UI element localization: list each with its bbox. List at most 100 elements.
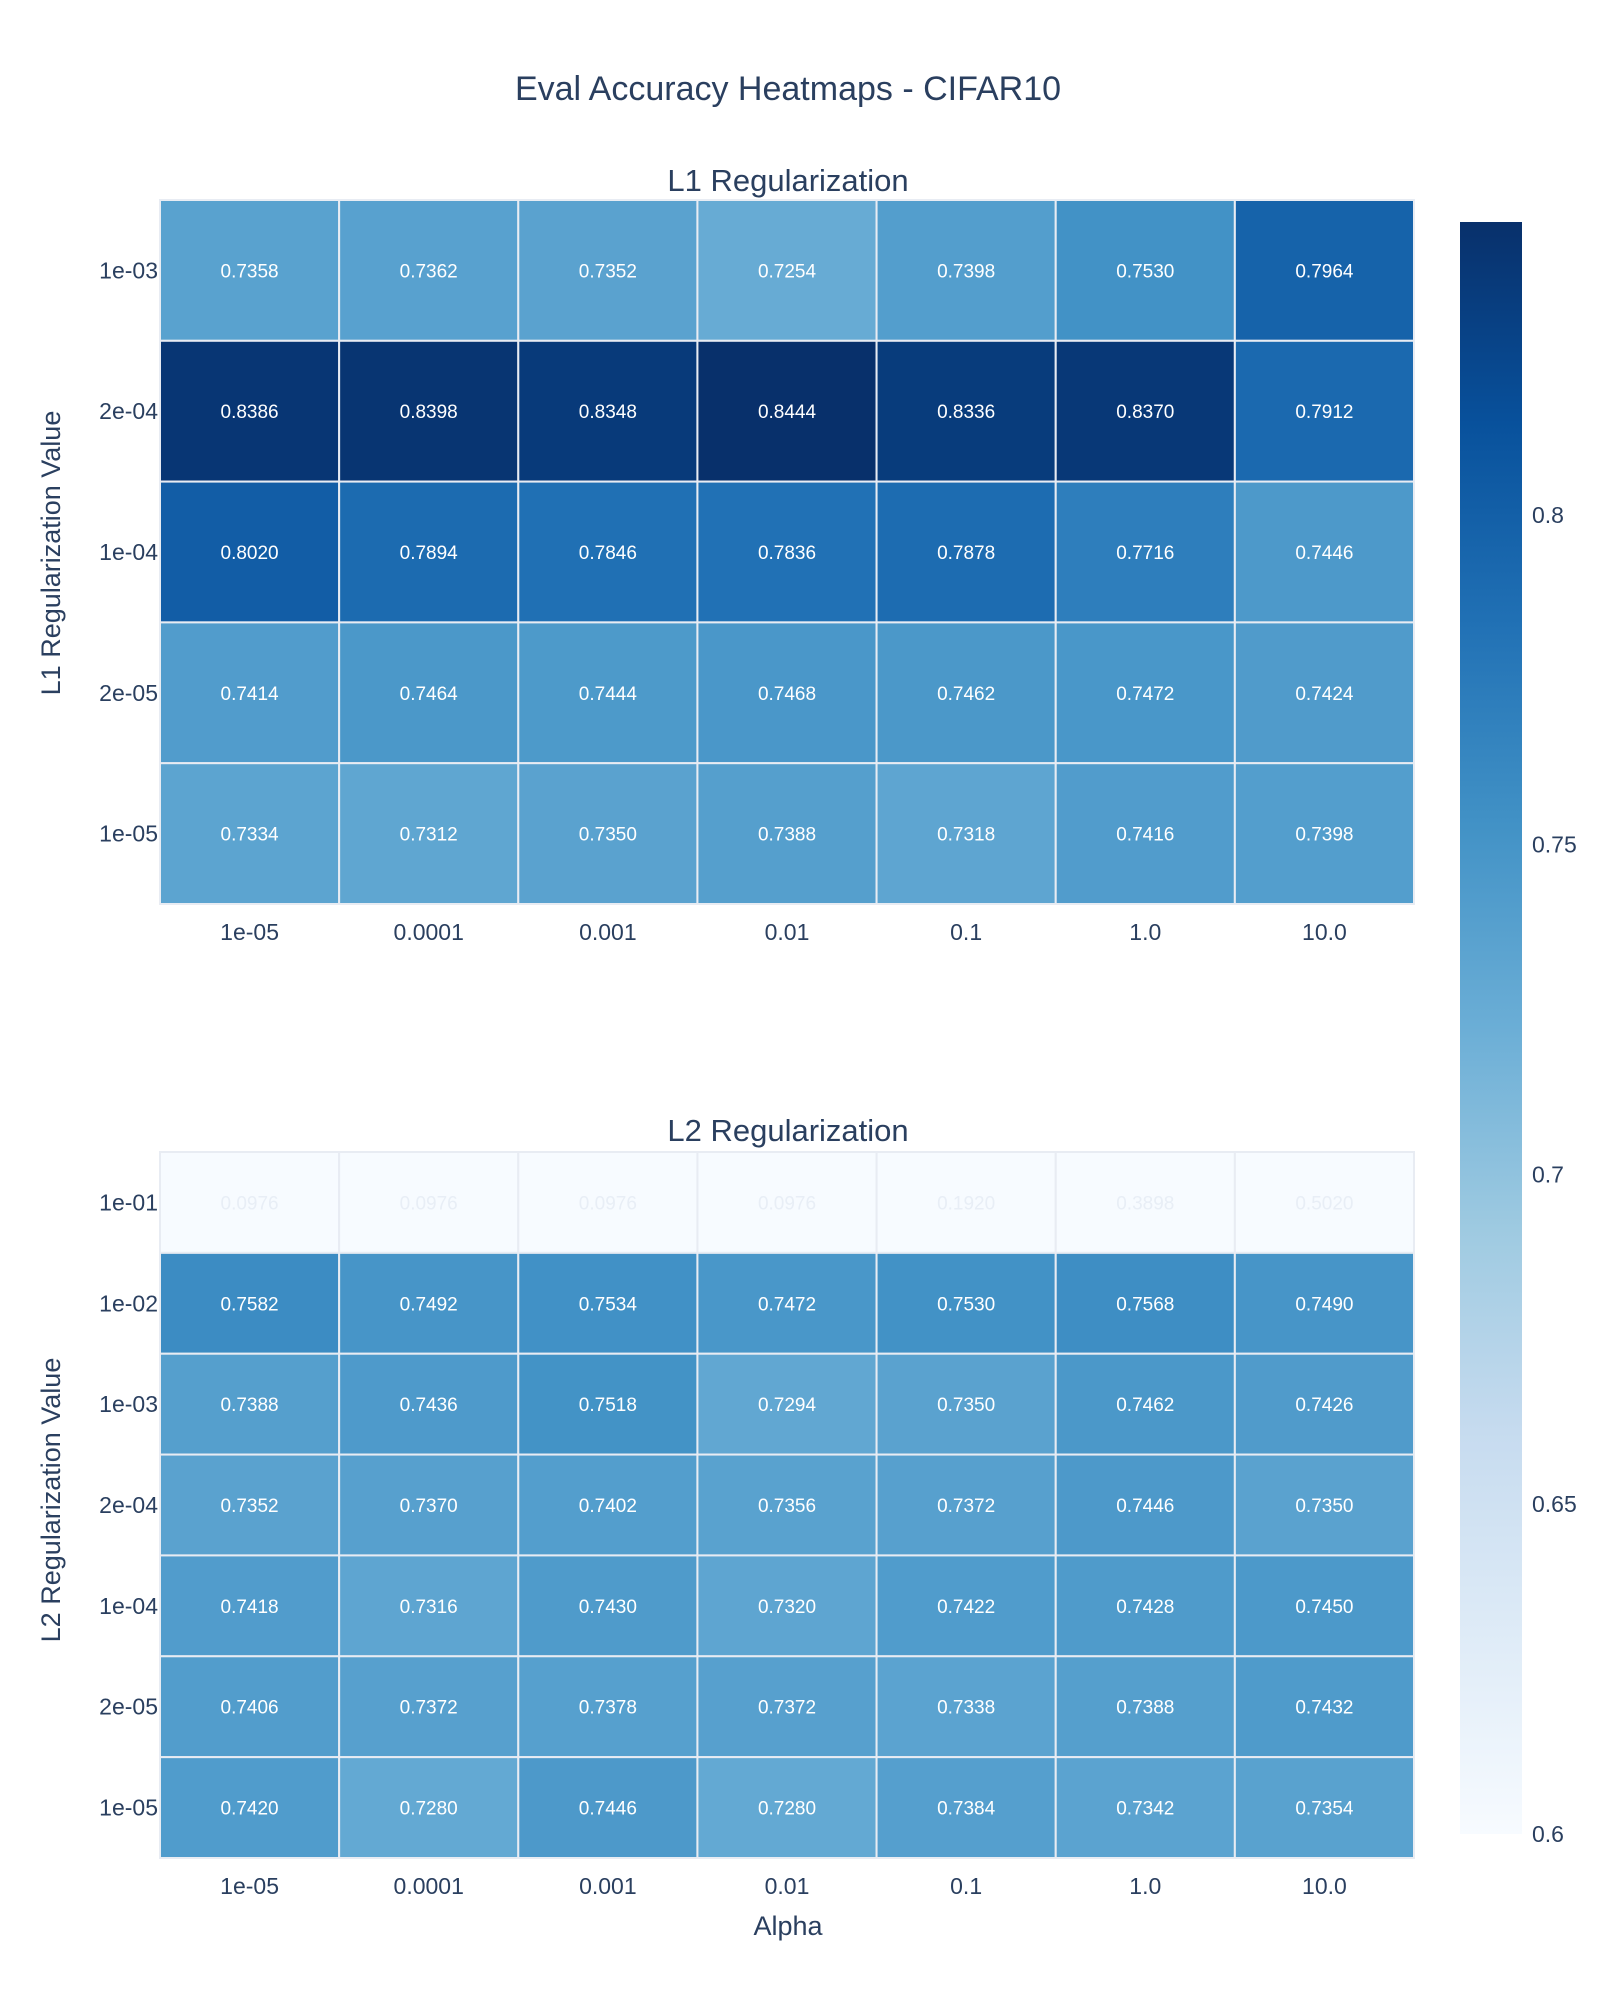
- p2-cell-label-r6-c4: 0.7384: [937, 1799, 996, 1820]
- p2-y-tick-5: 2e-05: [99, 1694, 158, 1720]
- p1-cell-r0-c1: [338, 199, 520, 342]
- p1-cell-r1-c1: [338, 339, 520, 483]
- p1-cell-r4-c6: [1233, 762, 1416, 906]
- p1-x-tick-6: 10.0: [1302, 919, 1347, 945]
- panel-2-y-axis-label: L2 Regularization Value: [36, 1358, 66, 1643]
- p2-cell-r3-c1: [338, 1453, 520, 1557]
- p2-cell-label-r3-c0: 0.7352: [221, 1496, 279, 1517]
- p1-cell-label-r4-c2: 0.7350: [579, 825, 637, 846]
- p2-cell-label-r0-c2: 0.0976: [579, 1193, 637, 1214]
- p1-cell-label-r3-c0: 0.7414: [221, 684, 280, 705]
- p2-cell-r0-c2: [517, 1151, 699, 1254]
- panel-1-y-axis-label: L1 Regularization Value: [36, 411, 66, 696]
- p2-cell-label-r6-c6: 0.7354: [1295, 1799, 1354, 1820]
- p2-cell-label-r5-c0: 0.7406: [221, 1698, 279, 1719]
- p1-cell-label-r1-c4: 0.8336: [937, 402, 995, 423]
- p2-y-tick-1: 1e-02: [99, 1290, 158, 1316]
- colorbar-ticks: 0.6 0.65 0.7 0.75 0.8: [1532, 502, 1577, 1847]
- p1-cell-label-r4-c0: 0.7334: [221, 825, 280, 846]
- p2-cell-r2-c5: [1054, 1352, 1236, 1456]
- p2-y-tick-6: 1e-05: [99, 1795, 158, 1821]
- p2-y-tick-2: 1e-03: [99, 1391, 158, 1417]
- p1-cell-label-r3-c6: 0.7424: [1295, 684, 1354, 705]
- p1-cell-label-r0-c4: 0.7398: [937, 261, 995, 282]
- p1-cell-r1-c0: [159, 339, 341, 483]
- p2-cell-r6-c4: [875, 1756, 1057, 1859]
- p1-x-tick-0: 1e-05: [220, 919, 279, 945]
- p2-cell-r1-c3: [696, 1251, 878, 1355]
- p2-cell-r4-c0: [159, 1554, 341, 1658]
- p1-x-tick-1: 0.0001: [394, 919, 464, 945]
- p2-cell-r3-c6: [1233, 1453, 1416, 1557]
- p2-cell-label-r5-c1: 0.7372: [400, 1698, 458, 1719]
- colorbar-tick-1: 0.65: [1532, 1491, 1577, 1517]
- p1-cell-label-r0-c5: 0.7530: [1116, 261, 1174, 282]
- p2-cell-r1-c6: [1233, 1251, 1416, 1355]
- p1-cell-label-r0-c0: 0.7358: [221, 261, 279, 282]
- p1-cell-label-r3-c3: 0.7468: [758, 684, 816, 705]
- colorbar-tick-0: 0.6: [1532, 1821, 1564, 1847]
- panel-2-heatmap: 0.0976 0.0976 0.0976 0.0976 0.1920 0.3898 0.50…: [99, 1151, 1416, 1899]
- p2-x-tick-6: 10.0: [1302, 1873, 1347, 1899]
- p2-cell-r4-c1: [338, 1554, 520, 1658]
- p2-cell-label-r0-c5: 0.3898: [1116, 1193, 1174, 1214]
- p1-cell-label-r4-c6: 0.7398: [1295, 825, 1353, 846]
- p1-cell-r0-c2: [517, 199, 699, 342]
- p2-x-tick-2: 0.001: [579, 1873, 637, 1899]
- p1-cell-r1-c4: [875, 339, 1057, 483]
- p2-cell-label-r5-c5: 0.7388: [1116, 1698, 1174, 1719]
- panel-1-heatmap: 0.7358 0.7362 0.7352 0.7254 0.7398 0.7530 0.79…: [99, 199, 1416, 945]
- p2-cell-label-r1-c5: 0.7568: [1116, 1294, 1174, 1315]
- p2-cell-r0-c0: [159, 1151, 341, 1254]
- p1-cell-r3-c1: [338, 621, 520, 765]
- p2-x-tick-5: 1.0: [1129, 1873, 1161, 1899]
- p2-cell-r6-c6: [1233, 1756, 1416, 1859]
- colorbar-tick-2: 0.7: [1532, 1161, 1564, 1187]
- p2-cell-r2-c6: [1233, 1352, 1416, 1456]
- p2-cell-label-r0-c6: 0.5020: [1295, 1193, 1353, 1214]
- colorbar-tick-3: 0.75: [1532, 832, 1577, 858]
- p2-cell-r0-c3: [696, 1151, 878, 1254]
- p1-cell-r4-c2: [517, 762, 699, 906]
- p2-cell-label-r2-c3: 0.7294: [758, 1395, 817, 1416]
- p2-cell-r1-c5: [1054, 1251, 1236, 1355]
- p1-cell-r3-c3: [696, 621, 878, 765]
- p2-x-tick-0: 1e-05: [220, 1873, 279, 1899]
- p2-cell-label-r4-c2: 0.7430: [579, 1597, 637, 1618]
- p2-cell-label-r6-c0: 0.7420: [221, 1799, 279, 1820]
- p1-cell-r1-c2: [517, 339, 699, 483]
- p1-cell-r4-c1: [338, 762, 520, 906]
- p2-cell-label-r5-c4: 0.7338: [937, 1698, 995, 1719]
- p2-cell-r2-c1: [338, 1352, 520, 1456]
- p1-cell-label-r3-c4: 0.7462: [937, 684, 995, 705]
- p2-x-tick-1: 0.0001: [394, 1873, 464, 1899]
- p2-cell-label-r0-c1: 0.0976: [400, 1193, 458, 1214]
- p1-y-tick-3: 2e-05: [99, 680, 158, 706]
- p2-cell-r6-c2: [517, 1756, 699, 1859]
- p2-cell-label-r1-c6: 0.7490: [1295, 1294, 1353, 1315]
- p1-cell-r1-c5: [1054, 339, 1236, 483]
- p2-cell-label-r5-c2: 0.7378: [579, 1698, 637, 1719]
- p2-cell-label-r4-c5: 0.7428: [1116, 1597, 1174, 1618]
- p2-cell-r4-c3: [696, 1554, 878, 1658]
- p1-cell-r2-c1: [338, 480, 520, 624]
- p1-cell-r4-c0: [159, 762, 341, 906]
- p2-cell-r0-c6: [1233, 1151, 1416, 1254]
- p1-cell-r3-c0: [159, 621, 341, 765]
- p2-cell-r6-c0: [159, 1756, 341, 1859]
- p1-cell-label-r2-c2: 0.7846: [579, 543, 637, 564]
- p2-cell-label-r2-c4: 0.7350: [937, 1395, 995, 1416]
- p2-cell-r3-c2: [517, 1453, 699, 1557]
- p2-cell-label-r4-c3: 0.7320: [758, 1597, 816, 1618]
- p1-cell-r2-c4: [875, 480, 1057, 624]
- p2-cell-r5-c2: [517, 1655, 699, 1759]
- p1-cell-r2-c0: [159, 480, 341, 624]
- p2-x-tick-3: 0.01: [765, 1873, 810, 1899]
- p2-cell-label-r0-c3: 0.0976: [758, 1193, 816, 1214]
- p2-cell-r6-c1: [338, 1756, 520, 1859]
- p1-x-tick-5: 1.0: [1129, 919, 1161, 945]
- p1-cell-r2-c3: [696, 480, 878, 624]
- p2-cell-label-r4-c4: 0.7422: [937, 1597, 995, 1618]
- p2-cell-label-r0-c4: 0.1920: [937, 1193, 995, 1214]
